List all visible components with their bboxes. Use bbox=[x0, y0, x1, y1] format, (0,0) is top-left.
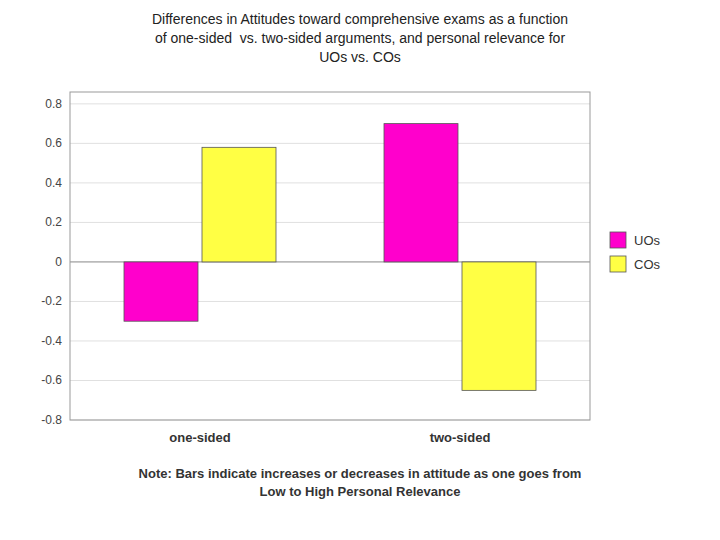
bar bbox=[202, 147, 276, 262]
y-tick-label: 0 bbox=[55, 255, 62, 269]
bars bbox=[124, 124, 536, 391]
y-tick-label: 0.2 bbox=[45, 215, 62, 229]
bar bbox=[124, 262, 198, 321]
legend: UOs COs bbox=[610, 232, 661, 272]
bar bbox=[462, 262, 536, 390]
grid bbox=[70, 104, 590, 420]
grid-line bbox=[70, 182, 590, 183]
x-tick-label: two-sided bbox=[430, 430, 491, 445]
legend-label: UOs bbox=[634, 233, 661, 248]
title: Differences in Attitudes toward comprehe… bbox=[152, 11, 568, 65]
y-tick-label: -0.2 bbox=[41, 294, 62, 308]
y-tick-label: 0.8 bbox=[45, 97, 62, 111]
chart: Differences in Attitudes toward comprehe… bbox=[0, 0, 720, 540]
legend-swatch bbox=[610, 232, 626, 248]
y-tick-label: 0.4 bbox=[45, 176, 62, 190]
grid-line bbox=[70, 103, 590, 104]
y-tick-label: -0.4 bbox=[41, 334, 62, 348]
bar bbox=[384, 124, 458, 262]
x-tick-label: one-sided bbox=[169, 430, 230, 445]
grid-line bbox=[70, 222, 590, 223]
legend-label: COs bbox=[634, 257, 661, 272]
plot-frame bbox=[70, 92, 590, 420]
y-tick-label: -0.8 bbox=[41, 413, 62, 427]
y-tick-label: -0.6 bbox=[41, 373, 62, 387]
grid-line bbox=[70, 143, 590, 144]
legend-swatch bbox=[610, 256, 626, 272]
note: Note: Bars indicate increases or decreas… bbox=[139, 466, 582, 499]
y-tick-label: 0.6 bbox=[45, 136, 62, 150]
